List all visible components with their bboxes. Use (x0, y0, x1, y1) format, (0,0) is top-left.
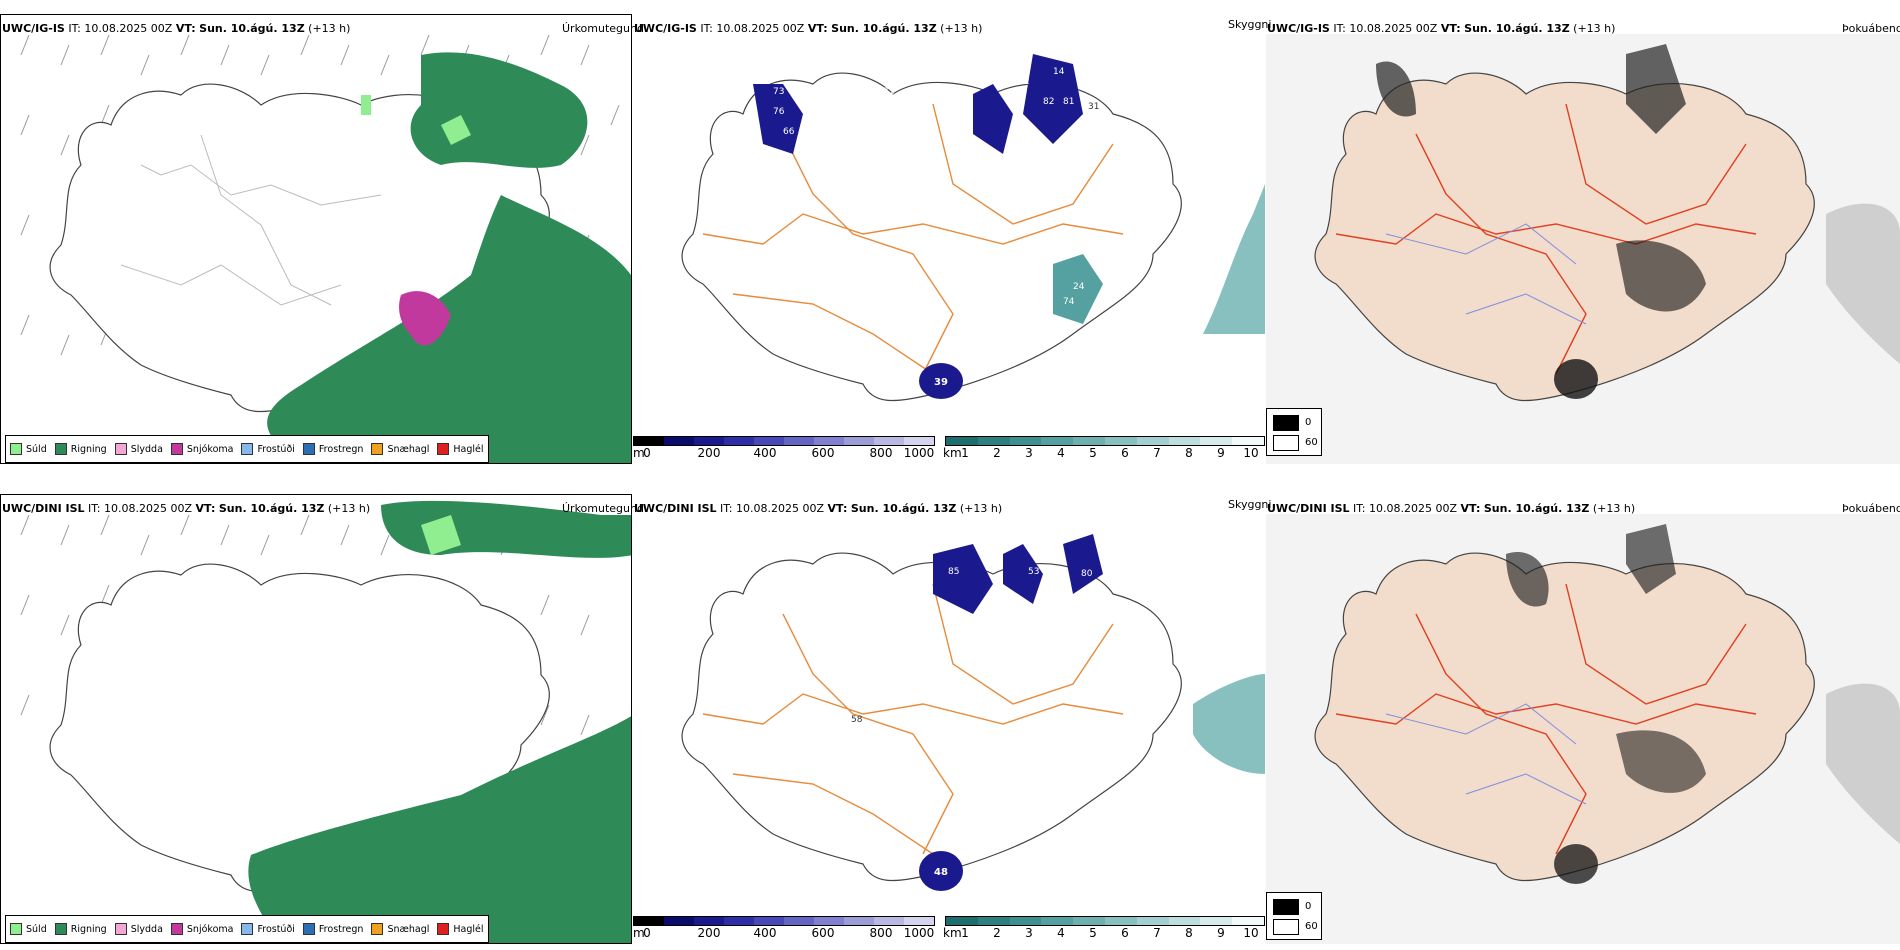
cloud-spot-value: 81 (1063, 97, 1074, 107)
cloud-spot-value: 73 (773, 87, 784, 97)
precip-title-row1: Úrkomutegund (562, 22, 644, 35)
visibility-ticks-row2: 1 2 3 4 5 6 7 8 9 10 (961, 926, 1259, 940)
fog-title-row1: Þokuábendi (1842, 22, 1900, 35)
visibility-ticks-row1: 1 2 3 4 5 6 7 8 9 10 (961, 446, 1259, 460)
cloud-spot-value: 14 (1053, 67, 1065, 77)
cloud-spot-value: 82 (1043, 97, 1054, 107)
header-cloud-row2: UWC/DINI ISL IT: 10.08.2025 00Z VT: Sun.… (634, 502, 1003, 515)
cloud-spot-value: 39 (934, 377, 948, 388)
legend-item-rain: Rigning (54, 443, 107, 455)
svg-text:48: 48 (934, 867, 948, 878)
header-cloud-row1: UWC/IG-IS IT: 10.08.2025 00Z VT: Sun. 10… (634, 22, 983, 35)
svg-text:85: 85 (948, 567, 959, 577)
cloud-spot-value: 74 (1063, 297, 1075, 307)
cloud-map-row1: 39 73 76 66 82 81 14 31 24 74 81 71 (681, 54, 1265, 402)
cloud-title-row1: Skyggni (1228, 18, 1272, 31)
precip-map-row2 (20, 500, 631, 943)
legend-item-sleet: Slydda (114, 443, 163, 455)
precip-panel-row1: Súld Rigning Slydda Snjókoma Frostúði Fr… (0, 14, 632, 464)
svg-text:58: 58 (851, 715, 863, 725)
precip-legend-row2: Súld Rigning Slydda Snjókoma Frostúði Fr… (5, 915, 489, 943)
precip-panel-row2: Súld Rigning Slydda Snjókoma Frostúði Fr… (0, 494, 632, 944)
svg-text:71: 71 (1065, 797, 1076, 807)
cloud-spot-value: 24 (1073, 282, 1085, 292)
header-precip-row1: UWC/IG-IS IT: 10.08.2025 00Z VT: Sun. 10… (2, 22, 351, 35)
cloud-base-unit-row1: m (633, 446, 645, 460)
fog-legend-row1: 0 60 (1266, 408, 1322, 456)
header-fog-row2: UWC/DINI ISL IT: 10.08.2025 00Z VT: Sun.… (1267, 502, 1636, 515)
fog-map-row1 (1314, 44, 1900, 402)
cloud-map-row2: 48 85 53 80 58 71 (681, 534, 1265, 891)
cloud-spot-value: 66 (783, 127, 795, 137)
fog-panel-row1: 0 60 (1266, 34, 1900, 464)
cloud-base-colorbar-row1 (633, 436, 935, 446)
header-precip-row2: UWC/DINI ISL IT: 10.08.2025 00Z VT: Sun.… (2, 502, 371, 515)
legend-item-hail: Haglél (437, 443, 484, 455)
svg-text:80: 80 (1081, 569, 1093, 579)
colorbar-step (634, 437, 664, 445)
visibility-colorbar-row2 (945, 916, 1265, 926)
svg-text:53: 53 (1028, 567, 1039, 577)
legend-swatch (10, 443, 22, 455)
cloud-base-colorbar-row2 (633, 916, 935, 926)
legend-item-freezing-drizzle: Frostúði (241, 443, 295, 455)
cloud-base-ticks-row1: 0 200 400 600 800 1000 (643, 446, 935, 460)
visibility-unit-row1: km (943, 446, 962, 460)
cloud-spot-value: 71 (883, 87, 894, 97)
cloud-panel-row1: 39 73 76 66 82 81 14 31 24 74 81 71 (633, 34, 1265, 434)
legend-item-snow-pellets: Snæhagl (371, 443, 429, 455)
cloud-panel-row2: 48 85 53 80 58 71 (633, 514, 1265, 914)
visibility-colorbar-row1 (945, 436, 1265, 446)
cloud-base-ticks-row2: 0 200 400 600 800 1000 (643, 926, 935, 940)
legend-item-snow: Snjókoma (170, 443, 233, 455)
cloud-title-row2: Skyggni (1228, 498, 1272, 511)
precip-legend-row1: Súld Rigning Slydda Snjókoma Frostúði Fr… (5, 435, 489, 463)
fog-title-row2: Þokuábendi (1842, 502, 1900, 515)
visibility-unit-row2: km (943, 926, 962, 940)
legend-item-drizzle: Súld (10, 443, 47, 455)
header-fog-row1: UWC/IG-IS IT: 10.08.2025 00Z VT: Sun. 10… (1267, 22, 1616, 35)
precip-map-row1 (20, 34, 631, 463)
fog-map-row2 (1314, 524, 1900, 884)
fog-legend-swatch (1273, 415, 1299, 431)
cloud-spot-value: 81 (1018, 77, 1029, 87)
cloud-spot-value: 76 (773, 107, 785, 117)
legend-item-freezing-rain: Frostregn (302, 443, 363, 455)
fog-legend-row2: 0 60 (1266, 892, 1322, 940)
cloud-base-unit-row2: m (633, 926, 645, 940)
fog-panel-row2: 0 60 (1266, 514, 1900, 944)
cloud-spot-value: 31 (1088, 102, 1099, 112)
precip-title-row2: Úrkomutegund (562, 502, 644, 515)
